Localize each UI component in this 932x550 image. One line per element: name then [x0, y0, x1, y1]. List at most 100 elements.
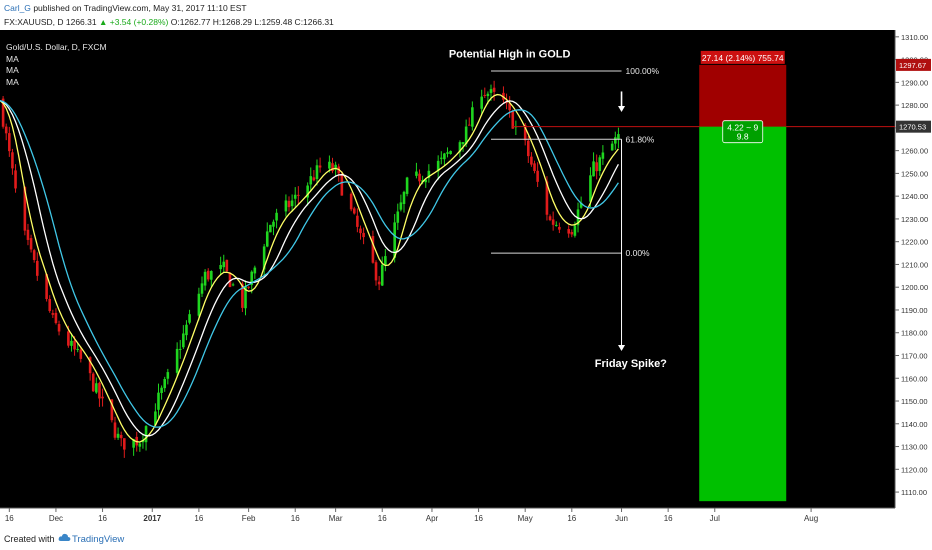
y-tick-label: 1180.00: [901, 329, 928, 338]
candle-body: [396, 211, 400, 223]
candle-body: [352, 208, 356, 214]
candle-body: [464, 126, 468, 145]
legend-ma-2[interactable]: MA: [6, 65, 19, 75]
candle-body: [427, 170, 431, 179]
candle-body: [284, 200, 288, 212]
ma-line-2: [0, 100, 619, 437]
candle-body: [483, 94, 487, 96]
candle-body: [545, 181, 549, 215]
y-tick-label: 1210.00: [901, 260, 928, 269]
chart-area[interactable]: 1110.00 1120.00 1130.00 1140.00 1150.00 1160.…: [0, 30, 932, 528]
candle-body: [418, 173, 421, 182]
candle-body: [119, 434, 123, 439]
candle-body: [471, 107, 474, 127]
annotation-1: Potential High in GOLD: [449, 48, 571, 60]
candle-body: [123, 438, 126, 450]
fib-level-label: 0.00%: [626, 248, 651, 258]
candle-body: [35, 260, 39, 276]
y-tick-label: 1170.00: [901, 351, 928, 360]
candle-body: [203, 271, 207, 286]
candle-body: [67, 331, 70, 346]
candle-body: [570, 232, 574, 235]
candle-body: [377, 281, 381, 285]
author-link[interactable]: Carl_G: [4, 3, 31, 13]
x-tick-label: 16: [98, 514, 107, 523]
candle-body: [293, 194, 297, 199]
candle-body: [95, 383, 98, 393]
x-tick-label: 16: [474, 514, 483, 523]
candle-body: [579, 202, 583, 208]
candle-body: [110, 399, 114, 421]
candle-body: [163, 378, 167, 389]
x-tick-label: Aug: [804, 514, 818, 523]
price-chart[interactable]: 1110.00 1120.00 1130.00 1140.00 1150.00 1160.…: [0, 30, 932, 528]
candle-body: [23, 187, 27, 231]
candle-body: [175, 348, 179, 373]
candle-body: [523, 124, 527, 141]
y-tick-label: 1290.00: [901, 78, 928, 87]
candle-body: [449, 151, 452, 155]
legend-title: Gold/U.S. Dollar, D, FXCM: [6, 42, 107, 52]
candle-body: [371, 236, 375, 263]
y-tick-label: 1250.00: [901, 169, 928, 178]
candle-body: [356, 215, 359, 227]
y-tick-label: 1130.00: [901, 443, 928, 452]
y-tick-label: 1220.00: [901, 238, 928, 247]
candle-body: [116, 433, 120, 438]
candle-body: [73, 340, 76, 350]
ratio-label-box: [722, 120, 764, 144]
candle-body: [225, 259, 229, 272]
fib-level-label: 61.80%: [626, 134, 655, 144]
x-tick-label: Apr: [426, 514, 439, 523]
candle-body: [101, 396, 104, 399]
y-tick-label: 1140.00: [901, 420, 928, 429]
y-tick-label: 1190.00: [901, 306, 928, 315]
candle-body: [573, 225, 577, 236]
x-tick-label: Jul: [710, 514, 720, 523]
legend-ma-3[interactable]: MA: [6, 76, 19, 87]
candle-body: [265, 231, 269, 247]
candle-body: [166, 372, 170, 379]
candle-body: [480, 96, 483, 109]
created-with-text: Created with: [4, 534, 55, 544]
candle-body: [29, 238, 33, 250]
x-tick-label: 16: [378, 514, 387, 523]
candle-body: [548, 216, 552, 221]
candle-body: [511, 111, 515, 129]
x-tick-label: May: [518, 514, 533, 523]
price-marker-box-2: [896, 120, 931, 133]
candle-body: [275, 212, 278, 221]
price-axis-background: [895, 30, 932, 508]
candle-body: [567, 229, 570, 234]
y-tick-label: 1160.00: [901, 374, 928, 383]
candle-body: [290, 200, 294, 207]
candle-body: [138, 443, 142, 447]
candle-body: [250, 271, 254, 285]
candle-body: [508, 103, 511, 111]
candle-body: [253, 267, 257, 274]
candle-body: [272, 221, 275, 227]
candle-body: [554, 224, 558, 226]
candle-body: [461, 142, 465, 145]
candle-body: [334, 164, 337, 170]
candle-body: [526, 140, 530, 157]
candle-body: [530, 156, 533, 165]
candle-body: [160, 387, 163, 394]
arrow-head-1: [618, 105, 626, 112]
candle-body: [492, 87, 496, 92]
candle-body: [595, 162, 598, 172]
candle-body: [222, 261, 226, 268]
x-tick-label: 16: [194, 514, 203, 523]
tradingview-brand[interactable]: TradingView: [72, 534, 125, 545]
y-tick-label: 1230.00: [901, 215, 928, 224]
candle-body: [8, 133, 11, 152]
candle-body: [88, 357, 92, 374]
candle-body: [70, 340, 73, 346]
candle-body: [439, 157, 443, 159]
legend-ma-1[interactable]: MA: [6, 53, 19, 64]
candle-body: [32, 250, 36, 260]
x-tick-label: Dec: [49, 514, 63, 523]
candle-body: [318, 165, 322, 168]
candle-body: [467, 124, 471, 126]
candle-body: [269, 224, 272, 233]
